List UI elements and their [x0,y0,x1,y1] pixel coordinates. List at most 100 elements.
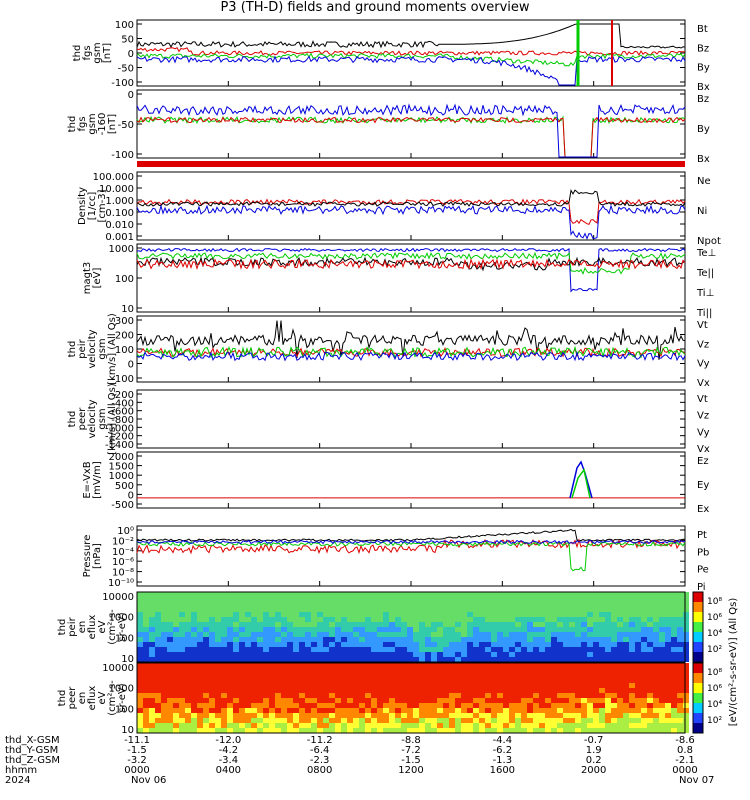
spectro-cell [263,592,269,597]
spectro-cell [671,698,677,703]
spectro-cell [593,602,599,607]
spectro-cell [185,688,191,693]
spectro-cell [401,668,407,673]
spectro-cell [335,642,341,647]
spectro-cell [533,723,539,728]
spectro-cell [527,668,533,673]
spectro-cell [455,622,461,627]
spectro-cell [611,632,617,637]
spectro-cell [431,597,437,602]
spectro-cell [257,678,263,683]
spectro-cell [281,698,287,703]
spectro-cell [209,602,215,607]
spectro-cell [461,632,467,637]
spectro-cell [263,703,269,708]
spectro-cell [593,683,599,688]
y-tick-label: 100 [115,274,134,285]
spectro-cell [311,728,317,733]
spectro-cell [137,632,143,637]
spectro-cell [659,637,665,642]
spectro-cell [137,652,143,657]
spectro-cell [203,617,209,622]
spectro-cell [569,688,575,693]
spectro-cell [653,597,659,602]
legend-entry-vy: Vy [697,427,710,438]
spectro-cell [485,592,491,597]
spectro-cell [311,617,317,622]
spectro-cell [461,728,467,733]
spectro-cell [239,708,245,713]
spectro-cell [341,723,347,728]
spectro-cell [587,708,593,713]
spectro-cell [629,698,635,703]
spectro-cell [293,668,299,673]
spectro-cell [179,708,185,713]
spectro-cell [437,723,443,728]
spectro-cell [491,657,497,662]
spectro-cell [347,607,353,612]
spectro-cell [287,647,293,652]
spectro-cell [257,673,263,678]
spectro-cell [143,657,149,662]
spectro-cell [497,728,503,733]
spectro-cell [419,592,425,597]
spectro-cell [623,703,629,708]
y-axis-label: eflux [87,686,98,711]
spectro-cell [377,647,383,652]
spectro-cell [443,657,449,662]
spectro-cell [569,602,575,607]
spectro-cell [209,723,215,728]
spectro-cell [239,668,245,673]
spectro-cell [521,713,527,718]
spectro-cell [239,652,245,657]
spectro-cell [485,607,491,612]
spectro-cell [161,728,167,733]
spectro-cell [605,718,611,723]
spectro-cell [683,612,689,617]
spectro-cell [359,683,365,688]
spectro-cell [617,637,623,642]
spectro-cell [659,678,665,683]
by-trace [136,52,686,67]
spectro-cell [383,703,389,708]
spectro-cell [401,708,407,713]
y-tick-label: -500 [111,500,134,511]
spectro-cell [515,703,521,708]
spectro-cell [503,642,509,647]
spectro-cell [371,718,377,723]
spectro-cell [629,602,635,607]
spectro-cell [281,652,287,657]
spectro-cell [251,713,257,718]
spectro-cell [533,718,539,723]
bx-trace [136,55,686,86]
spectro-cell [173,688,179,693]
spectro-cell [161,627,167,632]
spectro-cell [449,693,455,698]
spectro-cell [533,617,539,622]
spectro-cell [269,688,275,693]
spectro-cell [443,698,449,703]
spectro-cell [221,673,227,678]
spectro-cell [431,698,437,703]
spectro-cell [359,612,365,617]
spectro-cell [245,627,251,632]
spectro-cell [443,637,449,642]
spectro-cell [377,612,383,617]
spectro-cell [149,647,155,652]
spectro-cell [623,673,629,678]
spectro-cell [443,728,449,733]
spectro-cell [299,703,305,708]
spectro-cell [389,693,395,698]
spectro-cell [647,683,653,688]
spectro-cell [611,663,617,668]
spectro-cell [221,642,227,647]
spectro-cell [611,708,617,713]
y-tick-label: 10 [121,725,134,736]
spectro-cell [155,718,161,723]
spectro-cell [455,652,461,657]
spectro-cell [659,657,665,662]
spectro-cell [257,597,263,602]
spectro-cell [653,637,659,642]
spectro-cell [461,607,467,612]
y-tick-label: 100.000 [93,172,134,183]
